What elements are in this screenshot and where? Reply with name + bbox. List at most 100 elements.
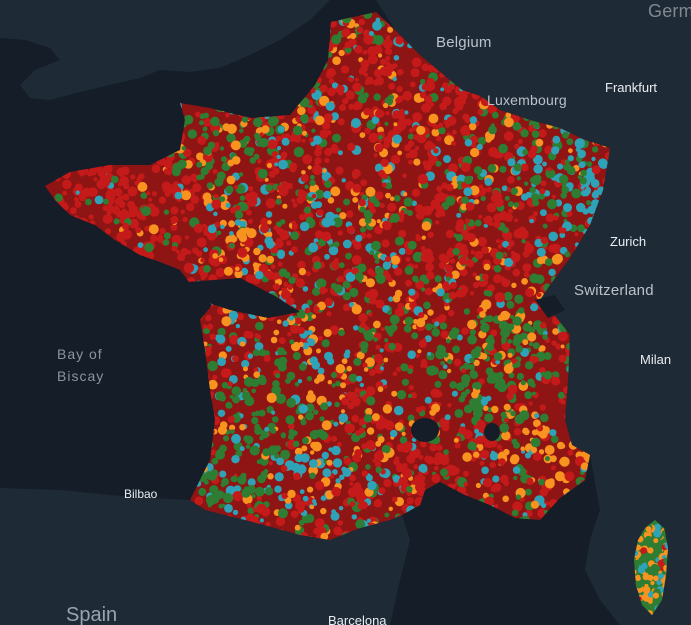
- commune-dot: [229, 424, 236, 431]
- commune-dot: [369, 250, 375, 255]
- commune-dot: [246, 209, 252, 216]
- commune-dot: [196, 161, 203, 168]
- commune-dot: [230, 475, 238, 483]
- commune-dot: [424, 287, 433, 296]
- commune-dot: [331, 509, 336, 514]
- commune-dot: [87, 170, 93, 177]
- commune-dot: [203, 247, 209, 253]
- commune-dot: [550, 171, 556, 177]
- commune-dot: [473, 382, 482, 390]
- commune-dot: [336, 84, 345, 94]
- commune-dot: [524, 272, 530, 278]
- commune-dot: [186, 249, 192, 255]
- commune-dot: [500, 328, 511, 338]
- commune-dot: [320, 495, 327, 502]
- commune-dot: [338, 506, 344, 511]
- commune-dot: [277, 347, 286, 356]
- commune-dot: [379, 366, 384, 371]
- commune-dot: [548, 268, 556, 277]
- commune-dot: [426, 84, 434, 92]
- commune-dot: [298, 267, 307, 276]
- commune-dot: [410, 392, 417, 399]
- commune-dot: [363, 107, 371, 116]
- commune-dot: [267, 473, 274, 480]
- commune-dot: [396, 366, 402, 372]
- commune-dot: [267, 116, 279, 127]
- commune-dot: [246, 503, 252, 509]
- commune-dot: [530, 446, 538, 454]
- commune-dot: [327, 87, 336, 97]
- commune-dot: [566, 166, 576, 175]
- commune-dot: [427, 351, 432, 356]
- commune-dot: [335, 478, 341, 484]
- commune-dot: [407, 350, 417, 360]
- commune-dot: [468, 364, 475, 371]
- commune-dot: [333, 258, 339, 263]
- commune-dot: [532, 211, 539, 217]
- commune-dot: [387, 202, 397, 212]
- commune-dot: [293, 146, 304, 158]
- commune-dot: [559, 232, 566, 239]
- commune-dot: [220, 224, 225, 230]
- commune-dot: [286, 240, 292, 246]
- commune-dot: [306, 216, 313, 223]
- commune-dot: [258, 254, 267, 263]
- commune-dot: [446, 368, 452, 374]
- commune-dot: [225, 345, 232, 352]
- commune-dot: [524, 488, 532, 496]
- commune-dot: [311, 314, 317, 319]
- commune-dot: [397, 302, 404, 309]
- commune-dot: [479, 311, 486, 318]
- commune-dot: [515, 345, 523, 353]
- commune-dot: [514, 294, 524, 304]
- commune-dot: [389, 196, 395, 201]
- commune-dot: [366, 518, 371, 523]
- commune-dot: [408, 159, 413, 165]
- commune-dot: [414, 146, 420, 151]
- commune-dot: [342, 97, 349, 105]
- commune-dot: [203, 112, 209, 119]
- commune-dot: [225, 112, 230, 118]
- commune-dot: [382, 404, 393, 414]
- commune-dot: [256, 459, 262, 465]
- commune-dot: [402, 192, 408, 197]
- commune-dot: [407, 368, 413, 374]
- commune-dot: [445, 276, 451, 282]
- commune-dot: [428, 113, 439, 124]
- commune-dot: [586, 200, 592, 206]
- commune-dot: [369, 31, 374, 36]
- commune-dot: [307, 486, 314, 493]
- commune-dot: [337, 118, 345, 126]
- commune-dot: [338, 262, 345, 269]
- commune-dot: [363, 367, 369, 372]
- commune-dot: [278, 159, 288, 170]
- commune-dot: [551, 340, 557, 346]
- commune-dot: [442, 82, 449, 89]
- commune-dot: [330, 372, 338, 379]
- commune-dot: [291, 224, 298, 231]
- commune-dot: [591, 191, 600, 199]
- commune-dot: [414, 278, 420, 283]
- commune-dot: [543, 370, 553, 380]
- commune-dot: [301, 130, 308, 136]
- commune-dot: [493, 220, 501, 228]
- commune-dot: [276, 249, 286, 259]
- commune-dot: [230, 140, 241, 151]
- commune-dot: [458, 395, 466, 403]
- commune-dot: [223, 266, 233, 276]
- commune-dot: [530, 500, 540, 509]
- commune-dot: [102, 214, 113, 224]
- commune-dot: [227, 381, 233, 387]
- commune-dot: [254, 486, 265, 497]
- commune-dot: [335, 364, 346, 374]
- commune-dot: [136, 177, 142, 183]
- commune-dot: [507, 323, 515, 331]
- commune-dot: [538, 449, 545, 455]
- commune-dot: [380, 158, 389, 167]
- commune-dot: [513, 335, 518, 341]
- commune-dot: [317, 367, 325, 375]
- commune-dot: [271, 156, 280, 165]
- commune-dot: [492, 475, 500, 483]
